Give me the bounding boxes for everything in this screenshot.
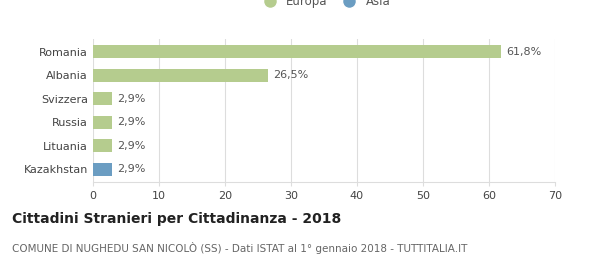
Bar: [93, 69, 268, 82]
Text: COMUNE DI NUGHEDU SAN NICOLÒ (SS) - Dati ISTAT al 1° gennaio 2018 - TUTTITALIA.I: COMUNE DI NUGHEDU SAN NICOLÒ (SS) - Dati…: [12, 242, 467, 254]
Text: 2,9%: 2,9%: [118, 94, 146, 104]
Text: 26,5%: 26,5%: [273, 70, 308, 80]
Legend: Europa, Asia: Europa, Asia: [253, 0, 395, 13]
Bar: [93, 92, 112, 105]
Text: 2,9%: 2,9%: [118, 141, 146, 151]
Text: Cittadini Stranieri per Cittadinanza - 2018: Cittadini Stranieri per Cittadinanza - 2…: [12, 212, 341, 226]
Text: 2,9%: 2,9%: [118, 164, 146, 174]
Bar: [93, 116, 112, 129]
Bar: [93, 162, 112, 176]
Bar: [93, 139, 112, 152]
Text: 61,8%: 61,8%: [506, 47, 541, 57]
Text: 2,9%: 2,9%: [118, 117, 146, 127]
Bar: [93, 46, 501, 58]
